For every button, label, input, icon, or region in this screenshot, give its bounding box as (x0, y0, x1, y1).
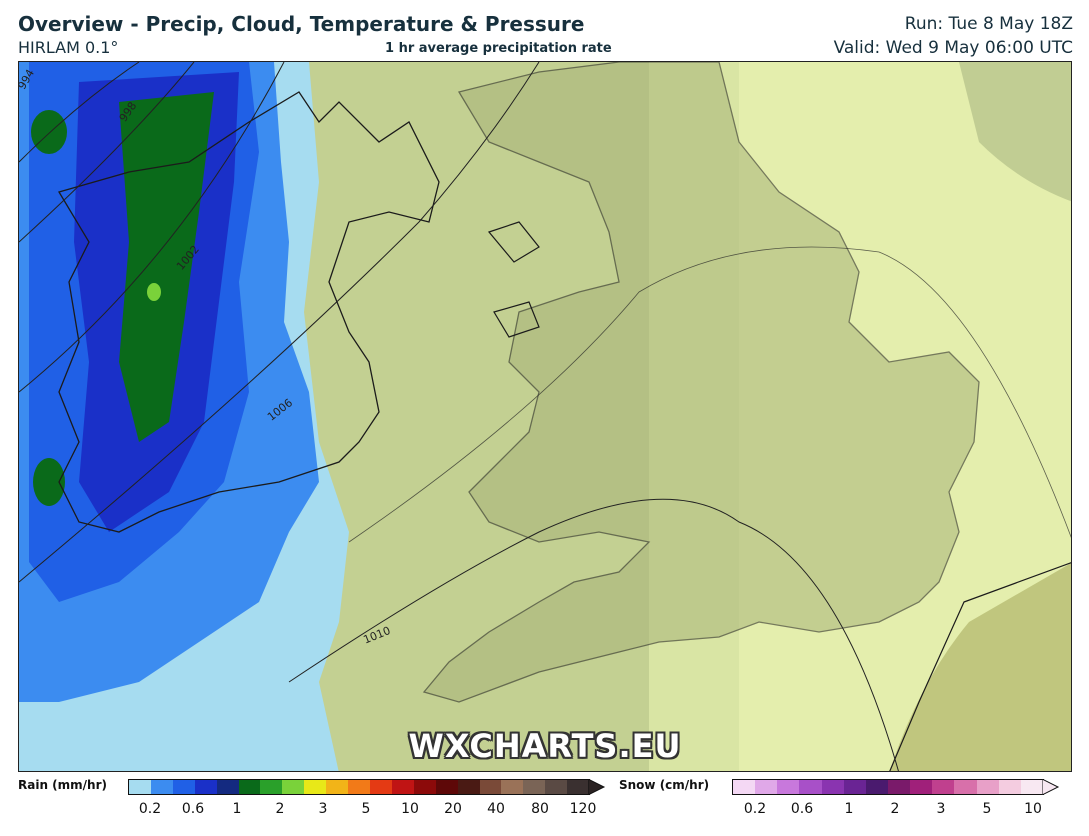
rain-color-cell (391, 780, 414, 794)
isobar-1006 (19, 62, 540, 583)
snow-color-cell (755, 780, 778, 794)
rain-tick-label: 3 (318, 801, 328, 817)
rain-cell-nw (31, 110, 67, 154)
isobar-994 (19, 62, 140, 163)
snow-color-cell (954, 780, 977, 794)
rain-color-cell (523, 780, 546, 794)
snow-color-cell (887, 780, 911, 794)
cloud-patch-ne (959, 62, 1071, 202)
rain-color-cell (479, 780, 502, 794)
weather-map: 994 998 1002 1006 1010 WXCHARTS.EU (18, 61, 1072, 772)
coastline-france (889, 562, 1071, 771)
rain-cell-sw (33, 458, 65, 506)
isobar-1008 (348, 246, 1071, 543)
snow-tick-label: 1 (844, 801, 854, 817)
snow-tick-label: 0.2 (743, 801, 767, 817)
snow-legend-ticks: 0.2 0.6 1 2 3 5 10 (0, 801, 1089, 819)
rain-tick-label: 40 (487, 801, 505, 817)
snow-color-cell (932, 780, 955, 794)
coastline-great-britain (422, 62, 980, 703)
rain-color-cell (457, 780, 480, 794)
rain-color-cell (238, 780, 261, 794)
rain-color-cell (172, 780, 195, 794)
rain-color-cell (501, 780, 524, 794)
rain-color-cell (129, 780, 151, 794)
snow-legend-title: Snow (cm/hr) (619, 778, 710, 792)
rain-color-cell (545, 780, 568, 794)
snow-tick-label: 0.6 (790, 801, 814, 817)
rain-color-cell (194, 780, 217, 794)
snow-tick-label: 3 (936, 801, 946, 817)
rain-tick-label: 2 (275, 801, 285, 817)
isobar-998 (19, 62, 195, 243)
rain-legend-title: Rain (mm/hr) (18, 778, 107, 792)
rain-colorbar-arrow (588, 779, 606, 795)
coastline-ireland (58, 91, 440, 533)
snow-tick-label: 2 (890, 801, 900, 817)
coastline-isle-of-man (487, 221, 540, 263)
snow-color-cell (998, 780, 1021, 794)
map-canvas (19, 62, 1071, 771)
rain-color-cell (348, 780, 370, 794)
snow-tick-label: 10 (1024, 801, 1042, 817)
rain-tick-label: 5 (361, 801, 371, 817)
snow-color-cell (777, 780, 800, 794)
isobar-1010 (288, 498, 899, 771)
snow-color-cell (843, 780, 866, 794)
rain-tick-label: 10 (401, 801, 419, 817)
snow-color-cell (865, 780, 888, 794)
rain-area-core (119, 92, 214, 442)
rain-tick-label: 0.6 (181, 801, 205, 817)
rain-colorbar (128, 779, 590, 795)
rain-color-cell (413, 780, 436, 794)
snow-color-cell (910, 780, 933, 794)
snow-tick-label: 5 (982, 801, 992, 817)
coastline-anglesey (493, 301, 540, 338)
rain-tick-label: 1 (232, 801, 242, 817)
valid-time: Valid: Wed 9 May 06:00 UTC (833, 38, 1073, 58)
rain-color-cell (260, 780, 283, 794)
rain-tick-label: 120 (569, 801, 597, 817)
rain-color-cell (567, 780, 590, 794)
snow-color-cell (1020, 780, 1043, 794)
rain-cell-intense (147, 283, 161, 301)
snow-color-cell (733, 780, 756, 794)
rain-color-cell (282, 780, 305, 794)
rain-color-cell (435, 780, 458, 794)
model-name: HIRLAM 0.1° (18, 38, 119, 57)
run-time: Run: Tue 8 May 18Z (904, 14, 1073, 34)
cloud-patch-se (889, 563, 1071, 771)
rain-color-cell (150, 780, 173, 794)
snow-colorbar-arrow (1042, 779, 1060, 795)
rain-tick-label: 20 (444, 801, 462, 817)
snow-colorbar (732, 779, 1044, 795)
chart-title: Overview - Precip, Cloud, Temperature & … (18, 12, 585, 36)
rain-color-cell (326, 780, 349, 794)
rain-tick-label: 0.2 (138, 801, 162, 817)
watermark: WXCHARTS.EU (408, 727, 682, 765)
rain-legend-ticks: 0.2 0.6 1 2 3 5 10 20 40 80 120 (0, 801, 1089, 819)
chart-subtitle: 1 hr average precipitation rate (385, 41, 612, 56)
snow-color-cell (821, 780, 844, 794)
rain-color-cell (369, 780, 392, 794)
rain-color-cell (216, 780, 239, 794)
snow-color-cell (799, 780, 822, 794)
rain-tick-label: 80 (531, 801, 549, 817)
snow-color-cell (976, 780, 999, 794)
isobar-1002 (19, 62, 285, 393)
rain-color-cell (304, 780, 327, 794)
